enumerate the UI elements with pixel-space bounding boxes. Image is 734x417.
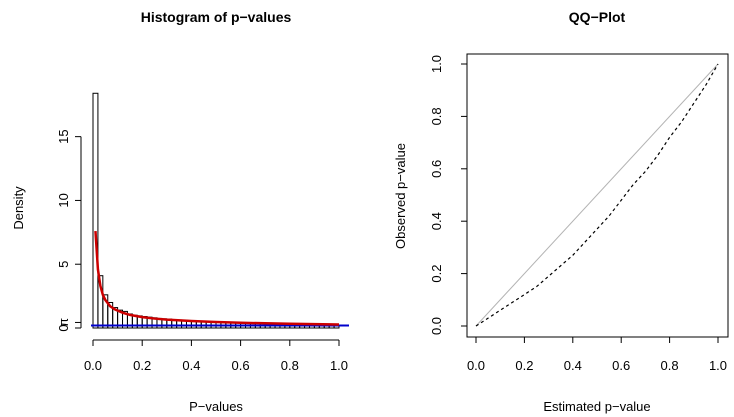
density-curve	[94, 230, 340, 326]
qq-x-tick-label: 0.4	[564, 358, 582, 373]
qq-y-tick-label: 1.0	[429, 55, 444, 73]
qq-plot-x-axis-label: Estimated p−value	[543, 399, 650, 414]
qq-y-tick-label: 0.0	[429, 317, 444, 335]
histogram-x-tick-label: 0.8	[281, 358, 299, 373]
histogram-x-tick-label: 0.6	[232, 358, 250, 373]
histogram-y-tick-label: 5	[56, 261, 71, 268]
histogram-x-axis: 0.0 0.2 0.4 0.6 0.8 1.0	[84, 339, 348, 373]
qq-y-tick-label: 0.8	[429, 107, 444, 125]
qq-plot-y-axis: 0.0 0.2 0.4 0.6 0.8 1.0	[429, 55, 467, 335]
histogram-panel: Histogram of p−values P−values Density 0…	[11, 9, 349, 414]
qq-plot-x-axis: 0.0 0.2 0.4 0.6 0.8 1.0	[467, 337, 727, 373]
histogram-pi-label: π	[56, 318, 71, 327]
histogram-title: Histogram of p−values	[141, 9, 292, 25]
histogram-y-axis: 0 5 10 15 π	[56, 129, 82, 332]
histogram-bar	[92, 92, 99, 329]
histogram-y-tick-label: 15	[56, 129, 71, 143]
qq-x-tick-label: 0.2	[515, 358, 533, 373]
qq-x-tick-label: 1.0	[709, 358, 727, 373]
qq-plot-y-axis-label: Observed p−value	[393, 143, 408, 249]
qq-observed-line	[475, 63, 719, 327]
qq-plot-title: QQ−Plot	[569, 9, 626, 25]
histogram-x-tick-label: 0.4	[182, 358, 200, 373]
qq-x-tick-label: 0.8	[661, 358, 679, 373]
histogram-x-tick-label: 0.2	[133, 358, 151, 373]
histogram-x-tick-label: 1.0	[330, 358, 348, 373]
histogram-y-tick-label: 10	[56, 193, 71, 207]
qq-plot-frame	[466, 53, 729, 338]
histogram-bars	[92, 92, 340, 329]
qq-plot-panel: QQ−Plot Estimated p−value Observed p−val…	[393, 9, 729, 414]
qq-plot-lines	[475, 63, 719, 327]
qq-y-tick-label: 0.4	[429, 212, 444, 230]
histogram-y-axis-label: Density	[11, 186, 26, 230]
qq-y-tick-label: 0.6	[429, 160, 444, 178]
histogram-x-tick-label: 0.0	[84, 358, 102, 373]
histogram-y-tick-label: 0	[56, 324, 71, 331]
qq-reference-line	[475, 63, 719, 327]
qq-x-tick-label: 0.6	[612, 358, 630, 373]
qq-y-tick-label: 0.2	[429, 265, 444, 283]
histogram-overlays	[91, 230, 349, 327]
qq-x-tick-label: 0.0	[467, 358, 485, 373]
histogram-x-axis-label: P−values	[189, 399, 243, 414]
